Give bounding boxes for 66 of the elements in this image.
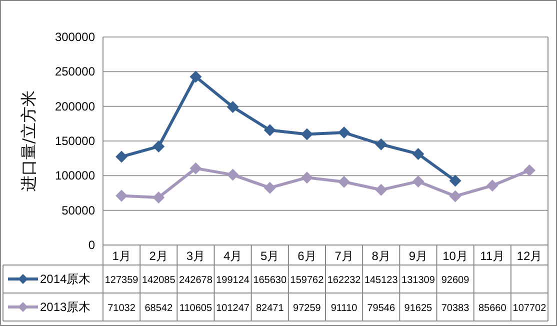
point bbox=[300, 172, 313, 184]
y-tick-label: 250000 bbox=[54, 64, 96, 79]
point bbox=[338, 126, 350, 139]
x-tick-label: 9月 bbox=[408, 249, 428, 263]
point bbox=[264, 124, 276, 136]
point bbox=[300, 128, 313, 140]
data-label: 70383 bbox=[441, 303, 470, 314]
data-label: 127359 bbox=[104, 275, 139, 286]
data-label: 142085 bbox=[142, 275, 176, 286]
y-tick-label: 300000 bbox=[54, 30, 96, 44]
x-tick-label: 10月 bbox=[442, 249, 468, 263]
data-label: 91110 bbox=[330, 303, 358, 314]
point bbox=[412, 148, 424, 160]
data-label: 242678 bbox=[179, 275, 213, 286]
data-label: 162232 bbox=[327, 275, 362, 286]
data-label: 71032 bbox=[108, 303, 136, 314]
point bbox=[523, 164, 536, 176]
data-label: 97259 bbox=[293, 303, 322, 314]
point bbox=[338, 176, 350, 188]
y-tick-label: 200000 bbox=[54, 99, 96, 114]
x-tick-label: 5月 bbox=[260, 249, 280, 263]
point bbox=[152, 191, 165, 204]
x-tick-label: 1月 bbox=[112, 249, 131, 263]
legend-label: 2014原木 bbox=[40, 272, 91, 286]
y-tick-label: 0 bbox=[88, 238, 96, 252]
y-axis-title: 进口量/立方米 bbox=[19, 90, 38, 192]
point bbox=[190, 162, 202, 174]
point bbox=[449, 190, 462, 202]
data-label: 145123 bbox=[364, 275, 398, 286]
data-label: 79546 bbox=[367, 303, 396, 314]
data-label: 91625 bbox=[404, 303, 433, 314]
data-label: 68542 bbox=[144, 303, 173, 314]
point bbox=[116, 190, 128, 202]
data-label: 159762 bbox=[290, 275, 324, 286]
data-label: 107702 bbox=[512, 303, 547, 314]
point bbox=[264, 182, 276, 194]
x-tick-label: 8月 bbox=[372, 249, 390, 263]
x-tick-label: 12月 bbox=[516, 249, 542, 263]
x-tick-label: 3月 bbox=[186, 249, 206, 263]
y-tick-label: 150000 bbox=[54, 134, 96, 148]
y-tick-label: 50000 bbox=[62, 203, 96, 218]
point bbox=[449, 174, 462, 187]
y-tick-label: 100000 bbox=[54, 168, 96, 183]
x-tick-label: 11月 bbox=[480, 249, 505, 263]
point bbox=[226, 168, 239, 181]
point bbox=[486, 180, 498, 192]
data-label: 92609 bbox=[441, 275, 470, 286]
data-label: 101247 bbox=[216, 303, 250, 314]
point bbox=[375, 138, 388, 150]
x-tick-label: 2月 bbox=[149, 249, 168, 263]
point bbox=[226, 100, 239, 113]
point bbox=[116, 150, 128, 163]
legend-label: 2013原木 bbox=[40, 300, 91, 314]
point bbox=[190, 70, 202, 83]
x-tick-label: 6月 bbox=[298, 249, 316, 263]
point bbox=[412, 175, 424, 188]
data-label: 85660 bbox=[478, 303, 507, 314]
point bbox=[152, 140, 165, 152]
data-label: 165630 bbox=[253, 275, 287, 286]
data-label: 199124 bbox=[216, 275, 250, 286]
point bbox=[375, 184, 388, 196]
data-label: 82471 bbox=[256, 303, 284, 314]
x-tick-label: 7月 bbox=[334, 249, 354, 263]
data-label: 110605 bbox=[179, 303, 212, 314]
data-label: 131309 bbox=[402, 275, 436, 286]
x-tick-label: 4月 bbox=[223, 249, 242, 263]
